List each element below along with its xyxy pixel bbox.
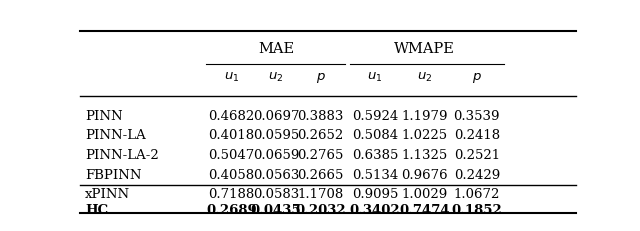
Text: 0.0435: 0.0435 [251, 204, 301, 216]
Text: 0.2765: 0.2765 [298, 149, 344, 161]
Text: 0.4058: 0.4058 [208, 168, 254, 181]
Text: 0.3402: 0.3402 [350, 204, 401, 216]
Text: $u_2$: $u_2$ [417, 71, 433, 84]
Text: 0.2652: 0.2652 [298, 129, 344, 142]
Text: 0.4682: 0.4682 [208, 109, 255, 122]
Text: 0.2429: 0.2429 [454, 168, 500, 181]
Text: 1.0672: 1.0672 [454, 188, 500, 201]
Text: 0.2689: 0.2689 [206, 204, 257, 216]
Text: 0.1852: 0.1852 [451, 204, 502, 216]
Text: 0.0659: 0.0659 [253, 149, 299, 161]
Text: $p$: $p$ [472, 70, 482, 85]
Text: 0.7188: 0.7188 [208, 188, 255, 201]
Text: 0.2521: 0.2521 [454, 149, 500, 161]
Text: 0.3883: 0.3883 [298, 109, 344, 122]
Text: 0.0583: 0.0583 [253, 188, 299, 201]
Text: PINN-LA: PINN-LA [85, 129, 146, 142]
Text: MAE: MAE [258, 42, 294, 56]
Text: 0.2665: 0.2665 [298, 168, 344, 181]
Text: 0.0697: 0.0697 [253, 109, 299, 122]
Text: 0.5134: 0.5134 [352, 168, 398, 181]
Text: 0.6385: 0.6385 [352, 149, 398, 161]
Text: $p$: $p$ [316, 70, 326, 85]
Text: WMAPE: WMAPE [394, 42, 455, 56]
Text: 1.1325: 1.1325 [401, 149, 448, 161]
Text: xPINN: xPINN [85, 188, 130, 201]
Text: 1.1708: 1.1708 [298, 188, 344, 201]
Text: PINN-LA-2: PINN-LA-2 [85, 149, 159, 161]
Text: $u_2$: $u_2$ [268, 71, 284, 84]
Text: 0.3539: 0.3539 [454, 109, 500, 122]
Text: 0.2032: 0.2032 [295, 204, 346, 216]
Text: 0.2418: 0.2418 [454, 129, 500, 142]
Text: 0.4018: 0.4018 [208, 129, 254, 142]
Text: 0.0563: 0.0563 [253, 168, 299, 181]
Text: $u_1$: $u_1$ [223, 71, 239, 84]
Text: $u_1$: $u_1$ [367, 71, 383, 84]
Text: FBPINN: FBPINN [85, 168, 141, 181]
Text: 0.5047: 0.5047 [208, 149, 255, 161]
Text: 0.0595: 0.0595 [253, 129, 299, 142]
Text: 0.9095: 0.9095 [352, 188, 398, 201]
Text: 0.5924: 0.5924 [352, 109, 398, 122]
Text: 1.1979: 1.1979 [401, 109, 448, 122]
Text: PINN: PINN [85, 109, 123, 122]
Text: 0.5084: 0.5084 [352, 129, 398, 142]
Text: 1.0225: 1.0225 [402, 129, 448, 142]
Text: 0.9676: 0.9676 [401, 168, 448, 181]
Text: 1.0029: 1.0029 [401, 188, 448, 201]
Text: HC: HC [85, 204, 108, 216]
Text: 0.7474: 0.7474 [399, 204, 450, 216]
